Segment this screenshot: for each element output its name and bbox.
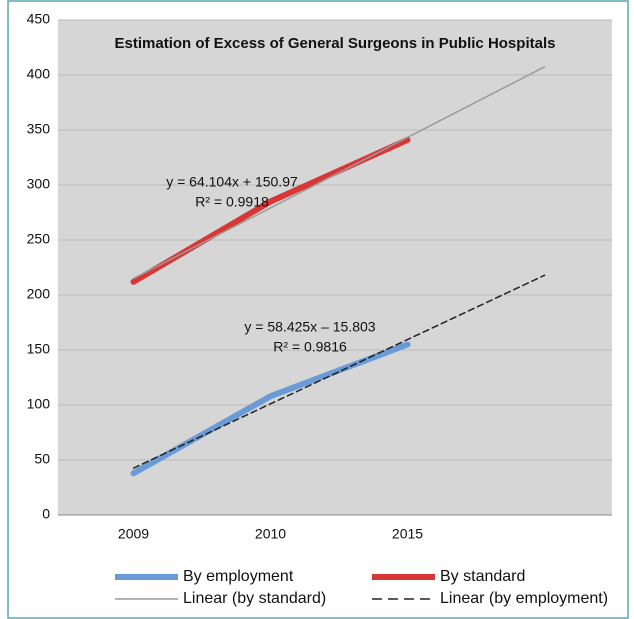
series-line: [132, 66, 546, 280]
plot-area: [58, 20, 612, 515]
y-tick-label: 50: [34, 451, 50, 467]
y-tick-label: 200: [27, 286, 51, 302]
y-tick-label: 0: [42, 506, 50, 522]
annotation: R² = 0.9816: [273, 339, 347, 355]
legend-label: By employment: [183, 568, 294, 585]
y-tick-label: 150: [27, 341, 51, 357]
y-tick-label: 250: [27, 231, 51, 247]
x-tick-label: 2009: [118, 526, 149, 542]
y-tick-label: 300: [27, 176, 51, 192]
y-tick-label: 350: [27, 121, 51, 137]
y-tick-label: 450: [27, 11, 51, 27]
annotation: y = 58.425x – 15.803: [244, 319, 375, 335]
annotation: y = 64.104x + 150.97: [166, 174, 298, 190]
y-tick-label: 100: [27, 396, 51, 412]
x-tick-label: 2015: [392, 526, 423, 542]
marks: [130, 66, 546, 477]
series-line: [132, 274, 546, 469]
legend-label: Linear (by employment): [440, 590, 608, 607]
grid: [58, 19, 612, 516]
x-tick-label: 2010: [255, 526, 286, 542]
legend-label: Linear (by standard): [183, 590, 326, 607]
chart-title: Estimation of Excess of General Surgeons…: [115, 35, 556, 52]
annotation: R² = 0.9918: [195, 194, 269, 210]
y-tick-label: 400: [27, 66, 51, 82]
frame: [7, 0, 629, 619]
legend-label: By standard: [440, 568, 525, 585]
